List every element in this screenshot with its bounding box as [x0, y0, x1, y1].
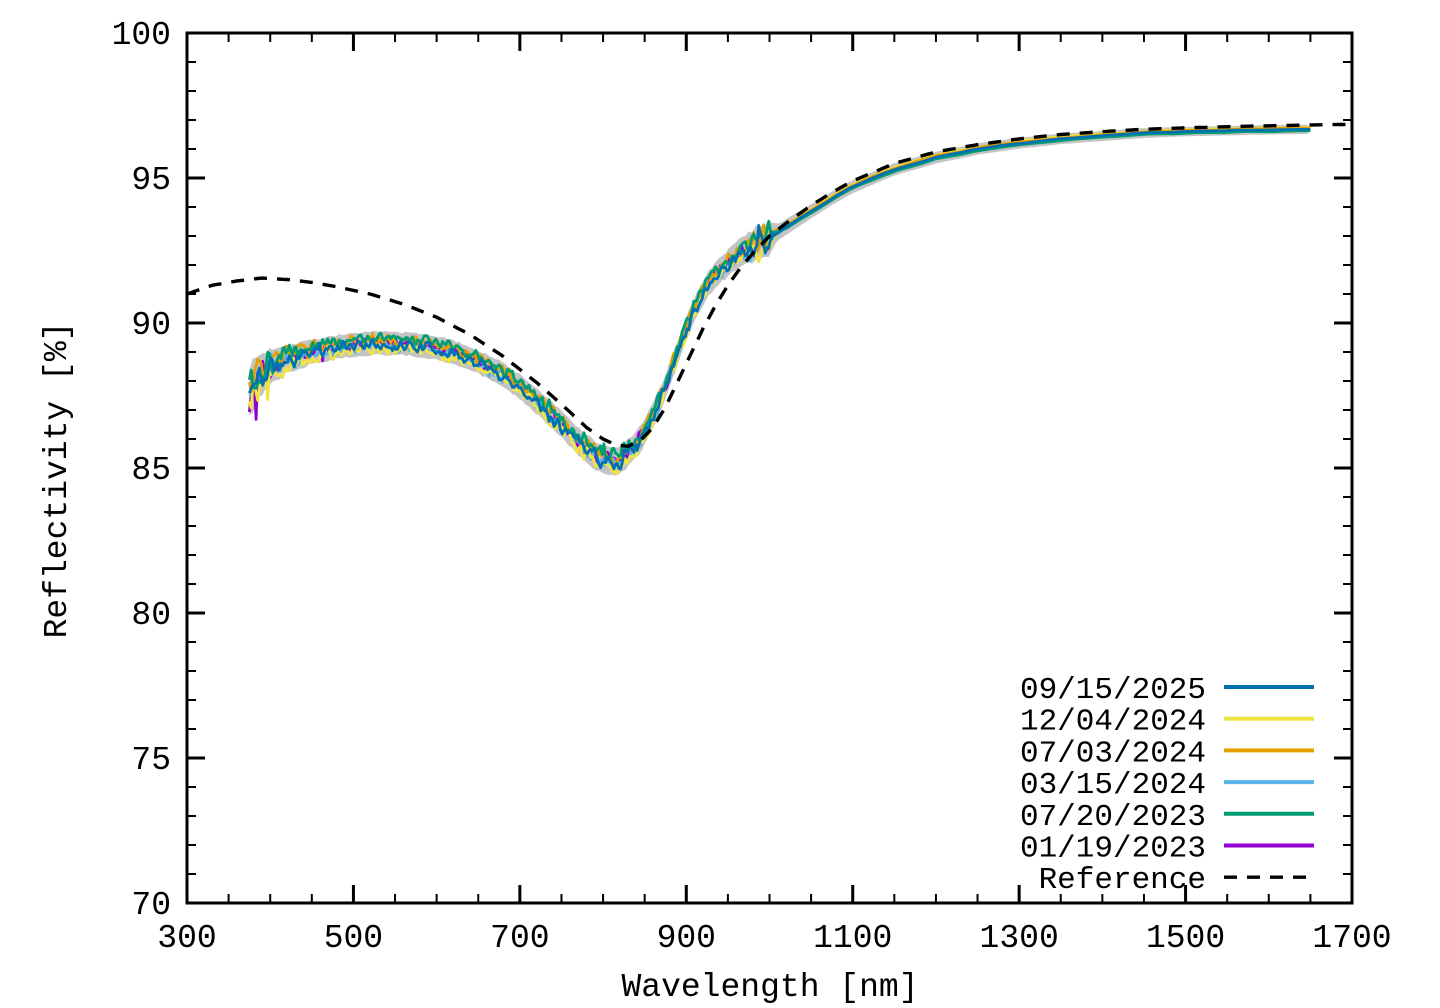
series-line-12-04-2024	[248, 126, 1311, 475]
series-line-07-03-2024	[248, 126, 1311, 468]
x-tick-label: 700	[490, 920, 549, 957]
legend-label: 03/15/2024	[1020, 768, 1206, 803]
legend-label: 07/20/2023	[1020, 800, 1206, 835]
uncertainty-band	[249, 124, 1308, 476]
y-tick-label: 80	[131, 597, 171, 634]
legend-label: 09/15/2025	[1020, 673, 1206, 708]
x-tick-label: 900	[657, 920, 716, 957]
legend-label: 01/19/2023	[1020, 832, 1206, 867]
x-tick-label: 1300	[980, 920, 1059, 957]
x-tick-label: 1100	[813, 920, 892, 957]
x-axis-label: Wavelength [nm]	[621, 969, 918, 1006]
series-line-03-15-2024	[248, 127, 1311, 468]
x-tick-label: 1700	[1312, 920, 1391, 957]
y-tick-label: 90	[131, 307, 171, 344]
y-tick-label: 100	[112, 17, 171, 54]
y-tick-label: 95	[131, 162, 171, 199]
series-line-07-20-2023	[248, 129, 1311, 461]
legend-label: 07/03/2024	[1020, 736, 1206, 771]
series-line-01-19-2023	[248, 128, 1311, 467]
legend-label: 12/04/2024	[1020, 705, 1206, 740]
x-tick-label: 300	[157, 920, 216, 957]
x-tick-label: 1500	[1146, 920, 1225, 957]
reference-line	[186, 122, 1352, 449]
y-tick-label: 85	[131, 452, 171, 489]
legend-label: Reference	[1039, 863, 1206, 898]
series-line-09-15-2025	[248, 128, 1311, 471]
y-tick-label: 75	[131, 742, 171, 779]
x-tick-label: 500	[324, 920, 383, 957]
y-axis-label: Reflectivity [%]	[39, 322, 76, 639]
y-tick-label: 70	[131, 887, 171, 924]
